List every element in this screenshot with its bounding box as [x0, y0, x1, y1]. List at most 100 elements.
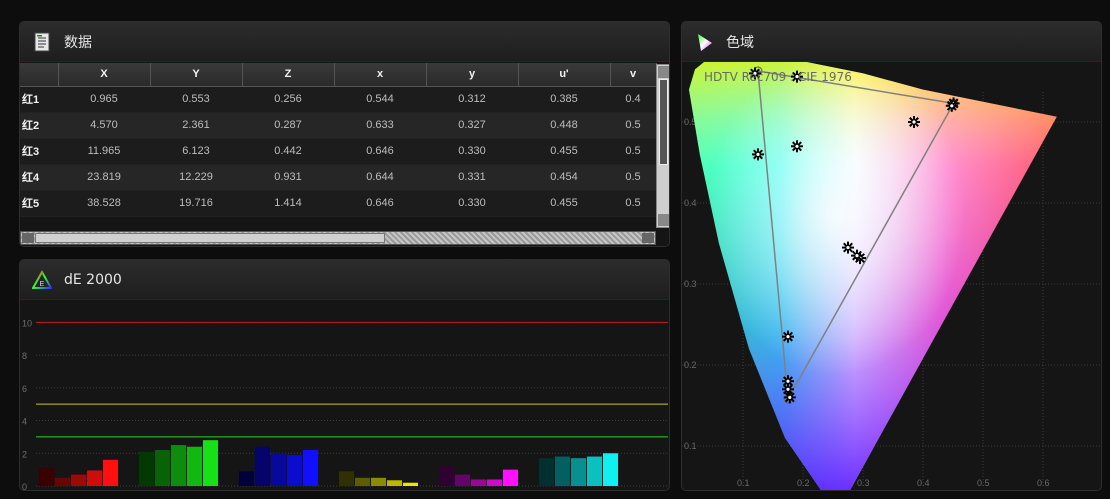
table-cell: 0.331: [426, 164, 518, 191]
de-bar: [103, 459, 118, 486]
table-cell: 0.5: [610, 190, 656, 217]
table-row[interactable]: 红2 4.570 2.361 0.287 0.633 0.327 0.448 0…: [20, 112, 656, 139]
de-bar: [539, 458, 554, 486]
table-row[interactable]: 红4 23.819 12.229 0.931 0.644 0.331 0.454…: [20, 164, 656, 191]
de-bar: [487, 479, 502, 486]
column-header[interactable]: y: [426, 63, 519, 87]
vertical-scrollbar[interactable]: [656, 64, 669, 228]
scroll-thumb[interactable]: [659, 79, 668, 165]
horizontal-scrollbar[interactable]: [20, 231, 656, 245]
de-bar: [139, 451, 154, 486]
column-header[interactable]: [20, 63, 59, 87]
table-header-row: X Y Z x y u' v: [20, 63, 657, 87]
table-cell: 4.570: [58, 112, 150, 139]
de2000-panel-title: dE 2000: [64, 271, 122, 288]
table-cell: 19.716: [150, 190, 242, 217]
y-tick-label: 4: [22, 417, 27, 427]
table-cell: 0.455: [518, 138, 610, 165]
measured-point: [782, 330, 794, 343]
scroll-down-arrow-icon[interactable]: [658, 214, 669, 226]
column-header[interactable]: X: [58, 63, 151, 87]
de-bar: [555, 456, 570, 486]
y-tick-label: 0.4: [684, 198, 697, 208]
table-row[interactable]: 红5 38.528 19.716 1.414 0.646 0.330 0.455…: [20, 190, 656, 217]
white-point-glow: [689, 62, 1057, 490]
measured-point: [782, 383, 794, 396]
measured-point: [749, 67, 761, 80]
color-gamut-icon: [698, 33, 712, 51]
scroll-left-arrow-icon[interactable]: [22, 233, 34, 243]
x-tick-label: 0.5: [977, 478, 990, 488]
data-panel-title: 数据: [64, 34, 92, 51]
x-tick-label: 0.3: [857, 478, 870, 488]
row-label: 红2: [20, 112, 58, 139]
table-cell: 0.644: [334, 164, 426, 191]
gamut-chart-subtitle: HDTV Rec709 : CIE 1976: [704, 70, 852, 84]
table-cell: 0.5: [610, 164, 656, 191]
y-tick-label: 0.3: [684, 279, 697, 289]
de-bar: [587, 456, 602, 486]
de-bar: [387, 480, 402, 486]
gamut-panel: 色域 0.10.20.30.40.50.60.10.20.30.40.50.6 …: [681, 21, 1102, 491]
de-bar: [355, 477, 370, 486]
table-cell: 23.819: [58, 164, 150, 191]
de-bar: [155, 450, 170, 486]
column-header[interactable]: v: [610, 63, 657, 87]
y-tick-label: 2: [22, 449, 27, 459]
gamut-panel-title: 色域: [726, 34, 754, 51]
table-cell: 11.965: [58, 138, 150, 165]
column-header[interactable]: u': [518, 63, 611, 87]
measured-point: [851, 249, 863, 262]
data-panel-header: 数据: [20, 22, 669, 62]
scroll-right-arrow-icon[interactable]: [642, 233, 654, 243]
row-label: 红1: [20, 86, 58, 113]
svg-text:E: E: [40, 281, 45, 288]
column-header[interactable]: Y: [150, 63, 243, 87]
de-bar: [455, 474, 470, 486]
row-label: 红5: [20, 190, 58, 217]
de-bar: [571, 458, 586, 486]
de-bar: [271, 453, 286, 486]
table-row[interactable]: 红1 0.965 0.553 0.256 0.544 0.312 0.385 0…: [20, 86, 656, 113]
data-panel: 数据 X Y Z x y u' v 红: [19, 21, 670, 247]
column-header[interactable]: Z: [242, 63, 335, 87]
table-row[interactable]: 红3 11.965 6.123 0.442 0.646 0.330 0.455 …: [20, 138, 656, 165]
de-bar: [187, 446, 202, 486]
row-label: 红3: [20, 138, 58, 165]
scroll-up-arrow-icon[interactable]: [658, 66, 669, 78]
y-tick-label: 0.5: [684, 117, 697, 127]
row-label: 红4: [20, 164, 58, 191]
de-bar: [403, 482, 418, 486]
scroll-thumb[interactable]: [35, 233, 385, 243]
y-tick-label: 0.1: [684, 441, 697, 451]
measured-point: [842, 241, 854, 254]
measured-point: [783, 391, 796, 404]
measured-point: [791, 70, 803, 83]
table-cell: 0.312: [426, 86, 518, 113]
table-cell: 0.287: [242, 112, 334, 139]
de2000-panel: E dE 2000 0 2 4 6 8 10: [19, 259, 670, 491]
table-cell: 0.454: [518, 164, 610, 191]
table-cell: 0.553: [150, 86, 242, 113]
de-bar: [39, 468, 54, 486]
table-cell: 0.385: [518, 86, 610, 113]
measured-point: [782, 375, 794, 388]
table-cell: 2.361: [150, 112, 242, 139]
measured-point: [791, 140, 803, 153]
table-cell: 6.123: [150, 138, 242, 165]
table-cell: 0.544: [334, 86, 426, 113]
data-table: X Y Z x y u' v 红1 0.965 0.553 0.256 0.54…: [20, 63, 657, 217]
table-cell: 0.455: [518, 190, 610, 217]
measured-point: [908, 116, 920, 128]
de-bar: [239, 471, 254, 486]
de-bar: [339, 471, 354, 486]
column-header[interactable]: x: [334, 63, 427, 87]
table-cell: 1.414: [242, 190, 334, 217]
measured-point: [945, 99, 958, 112]
table-cell: 0.633: [334, 112, 426, 139]
table-cell: 0.4: [610, 86, 656, 113]
measured-point: [752, 148, 764, 161]
table-cell: 38.528: [58, 190, 150, 217]
table-cell: 0.442: [242, 138, 334, 165]
